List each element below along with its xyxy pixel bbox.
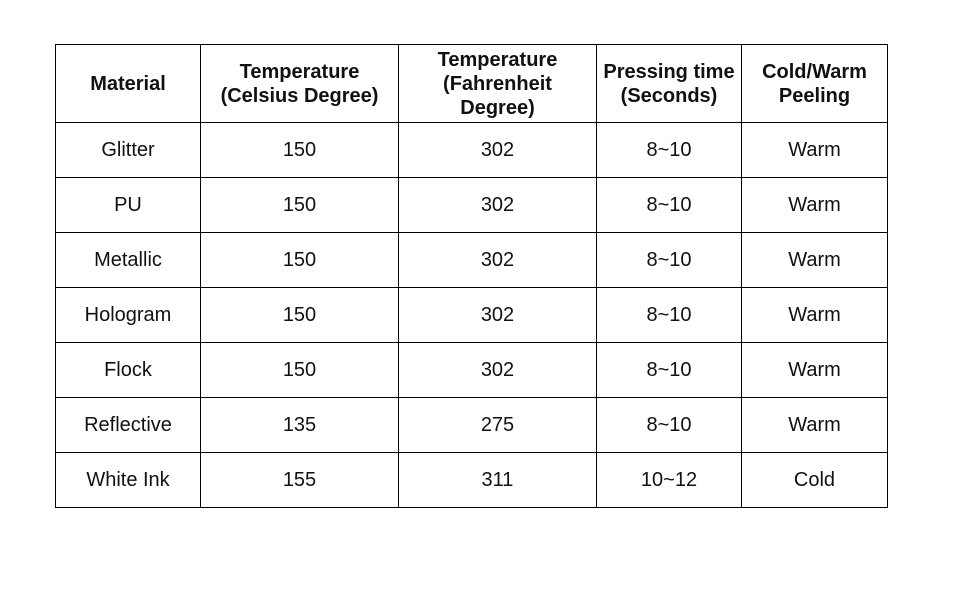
table-cell: 155 (200, 452, 399, 508)
table-cell: 150 (200, 287, 399, 343)
table-cell: 302 (398, 287, 597, 343)
table-cell: 8~10 (596, 397, 742, 453)
table-cell: Warm (741, 122, 888, 178)
header-cell: Temperature (Fahrenheit Degree) (398, 44, 597, 123)
table-cell: White Ink (55, 452, 201, 508)
header-row: Material Temperature (Celsius Degree) Tempe… (55, 44, 888, 123)
header-text: (Celsius Degree) (220, 84, 379, 107)
table-cell: 8~10 (596, 122, 742, 178)
header-text: Pressing time (603, 60, 735, 83)
table-body: Glitter 150 302 8~10 Warm PU 150 302 8~10 Warm Met… (55, 122, 888, 508)
table-cell: 302 (398, 232, 597, 288)
table-cell: 8~10 (596, 342, 742, 398)
table-row: Metallic 150 302 8~10 Warm (55, 232, 888, 288)
header-text: (Fahrenheit (443, 72, 552, 95)
table-cell: 302 (398, 122, 597, 178)
table-cell: 8~10 (596, 177, 742, 233)
table-row: PU 150 302 8~10 Warm (55, 177, 888, 233)
table-cell: Warm (741, 177, 888, 233)
table-cell: 275 (398, 397, 597, 453)
header-cell: Cold/Warm Peeling (741, 44, 888, 123)
header-text: Degree) (460, 96, 535, 119)
table-cell: Glitter (55, 122, 201, 178)
header-text: Cold/Warm (762, 60, 867, 83)
table-cell: Metallic (55, 232, 201, 288)
table-cell: Warm (741, 232, 888, 288)
table-cell: 311 (398, 452, 597, 508)
table-cell: 150 (200, 122, 399, 178)
table-row: Glitter 150 302 8~10 Warm (55, 122, 888, 178)
header-cell: Temperature (Celsius Degree) (200, 44, 399, 123)
table-cell: 302 (398, 342, 597, 398)
table-cell: Hologram (55, 287, 201, 343)
table-cell: PU (55, 177, 201, 233)
table-cell: 150 (200, 232, 399, 288)
header-cell: Material (55, 44, 201, 123)
table-row: Reflective 135 275 8~10 Warm (55, 397, 888, 453)
table-row: White Ink 155 311 10~12 Cold (55, 452, 888, 508)
table-cell: 8~10 (596, 232, 742, 288)
header-text: Peeling (778, 84, 851, 107)
table-cell: 135 (200, 397, 399, 453)
header-text: Material (90, 72, 166, 95)
table-cell: Warm (741, 342, 888, 398)
header-text: Temperature (239, 60, 360, 83)
table-cell: Flock (55, 342, 201, 398)
table-cell: Warm (741, 287, 888, 343)
table-cell: 150 (200, 342, 399, 398)
header-text: (Seconds) (620, 84, 718, 107)
table-row: Hologram 150 302 8~10 Warm (55, 287, 888, 343)
table-cell: Warm (741, 397, 888, 453)
table-cell: 10~12 (596, 452, 742, 508)
table-cell: 150 (200, 177, 399, 233)
header-text: Temperature (437, 48, 558, 71)
data-table: Material Temperature (Celsius Degree) Tempe… (55, 44, 888, 508)
table-cell: 8~10 (596, 287, 742, 343)
table-cell: Reflective (55, 397, 201, 453)
table-cell: 302 (398, 177, 597, 233)
table-cell: Cold (741, 452, 888, 508)
header-cell: Pressing time (Seconds) (596, 44, 742, 123)
table-row: Flock 150 302 8~10 Warm (55, 342, 888, 398)
